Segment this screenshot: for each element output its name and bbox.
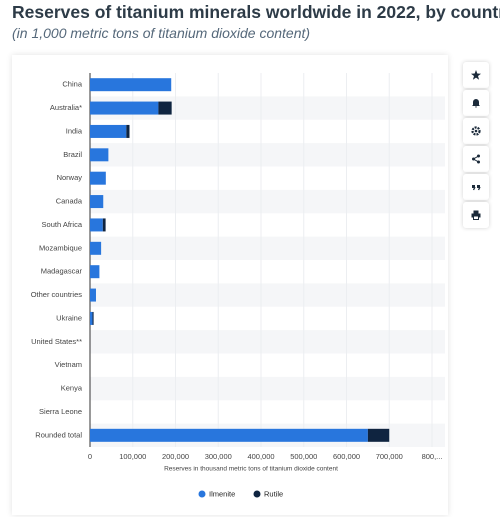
row-band — [90, 189, 445, 214]
chart-subtitle: (in 1,000 metric tons of titanium dioxid… — [12, 25, 311, 41]
bar — [90, 218, 103, 232]
x-tick-label: 600,000 — [333, 452, 360, 461]
legend-label: Rutile — [264, 489, 283, 498]
x-tick-label: 200,000 — [162, 452, 189, 461]
chart: 0 100,000 200,000 300,000 400,000 500,000 600,… — [31, 73, 445, 498]
y-tick-label: Rounded total — [35, 430, 82, 439]
y-tick-label: United States** — [31, 337, 82, 346]
bar — [90, 78, 172, 92]
y-tick-label: Australia* — [50, 103, 82, 112]
y-tick-label: Canada — [56, 197, 83, 206]
y-tick-label: Norway — [57, 173, 83, 182]
bar — [90, 265, 100, 279]
bar — [102, 218, 106, 232]
x-tick-label: 500,000 — [290, 452, 317, 461]
bar — [158, 101, 172, 115]
y-tick-label: India — [66, 126, 83, 135]
y-tick-label: Mozambique — [39, 243, 82, 252]
y-tick-label: South Africa — [42, 220, 83, 229]
row-band — [90, 236, 445, 260]
x-tick-label: 700,000 — [376, 452, 403, 461]
x-tick-label: 100,000 — [119, 452, 146, 461]
row-band — [90, 330, 445, 354]
legend-label: Ilmenite — [209, 489, 235, 498]
y-tick-label: Madagascar — [41, 267, 83, 276]
y-tick-label: Other countries — [31, 290, 83, 299]
legend-marker — [198, 490, 206, 498]
bar — [90, 288, 96, 302]
x-tick-label: 0 — [88, 452, 92, 461]
bar — [90, 124, 127, 138]
bar — [367, 428, 390, 442]
y-tick-label: Vietnam — [55, 360, 82, 369]
bar — [90, 195, 104, 209]
settings-button[interactable] — [463, 118, 489, 144]
x-tick-label: 800,... — [422, 452, 443, 461]
bar — [126, 124, 130, 138]
x-tick-label: 300,000 — [205, 452, 232, 461]
row-band — [90, 376, 445, 401]
share-button[interactable] — [463, 146, 489, 172]
row-band — [90, 283, 445, 307]
cite-button[interactable] — [463, 174, 489, 200]
bar — [90, 101, 159, 115]
row-band — [90, 96, 445, 120]
row-band — [90, 143, 445, 167]
bar — [90, 241, 102, 255]
y-tick-label: China — [62, 80, 82, 89]
bar — [90, 311, 93, 325]
y-tick-label: Sierra Leone — [39, 407, 82, 416]
y-tick-label: Kenya — [61, 384, 83, 393]
x-tick-label: 400,000 — [247, 452, 274, 461]
y-tick-label: Brazil — [63, 150, 82, 159]
notification-button[interactable] — [463, 90, 489, 116]
bar — [90, 171, 106, 185]
print-button[interactable] — [463, 202, 489, 228]
legend-marker — [253, 490, 261, 498]
bar — [90, 148, 109, 162]
chart-card: 0 100,000 200,000 300,000 400,000 500,000 600,… — [12, 55, 448, 515]
favorite-button[interactable] — [463, 62, 489, 88]
bar — [90, 428, 368, 442]
bar — [92, 311, 94, 325]
x-axis-title: Reserves in thousand metric tons of tita… — [164, 466, 338, 473]
y-tick-label: Ukraine — [56, 313, 82, 322]
chart-title: Reserves of titanium minerals worldwide … — [12, 2, 500, 22]
